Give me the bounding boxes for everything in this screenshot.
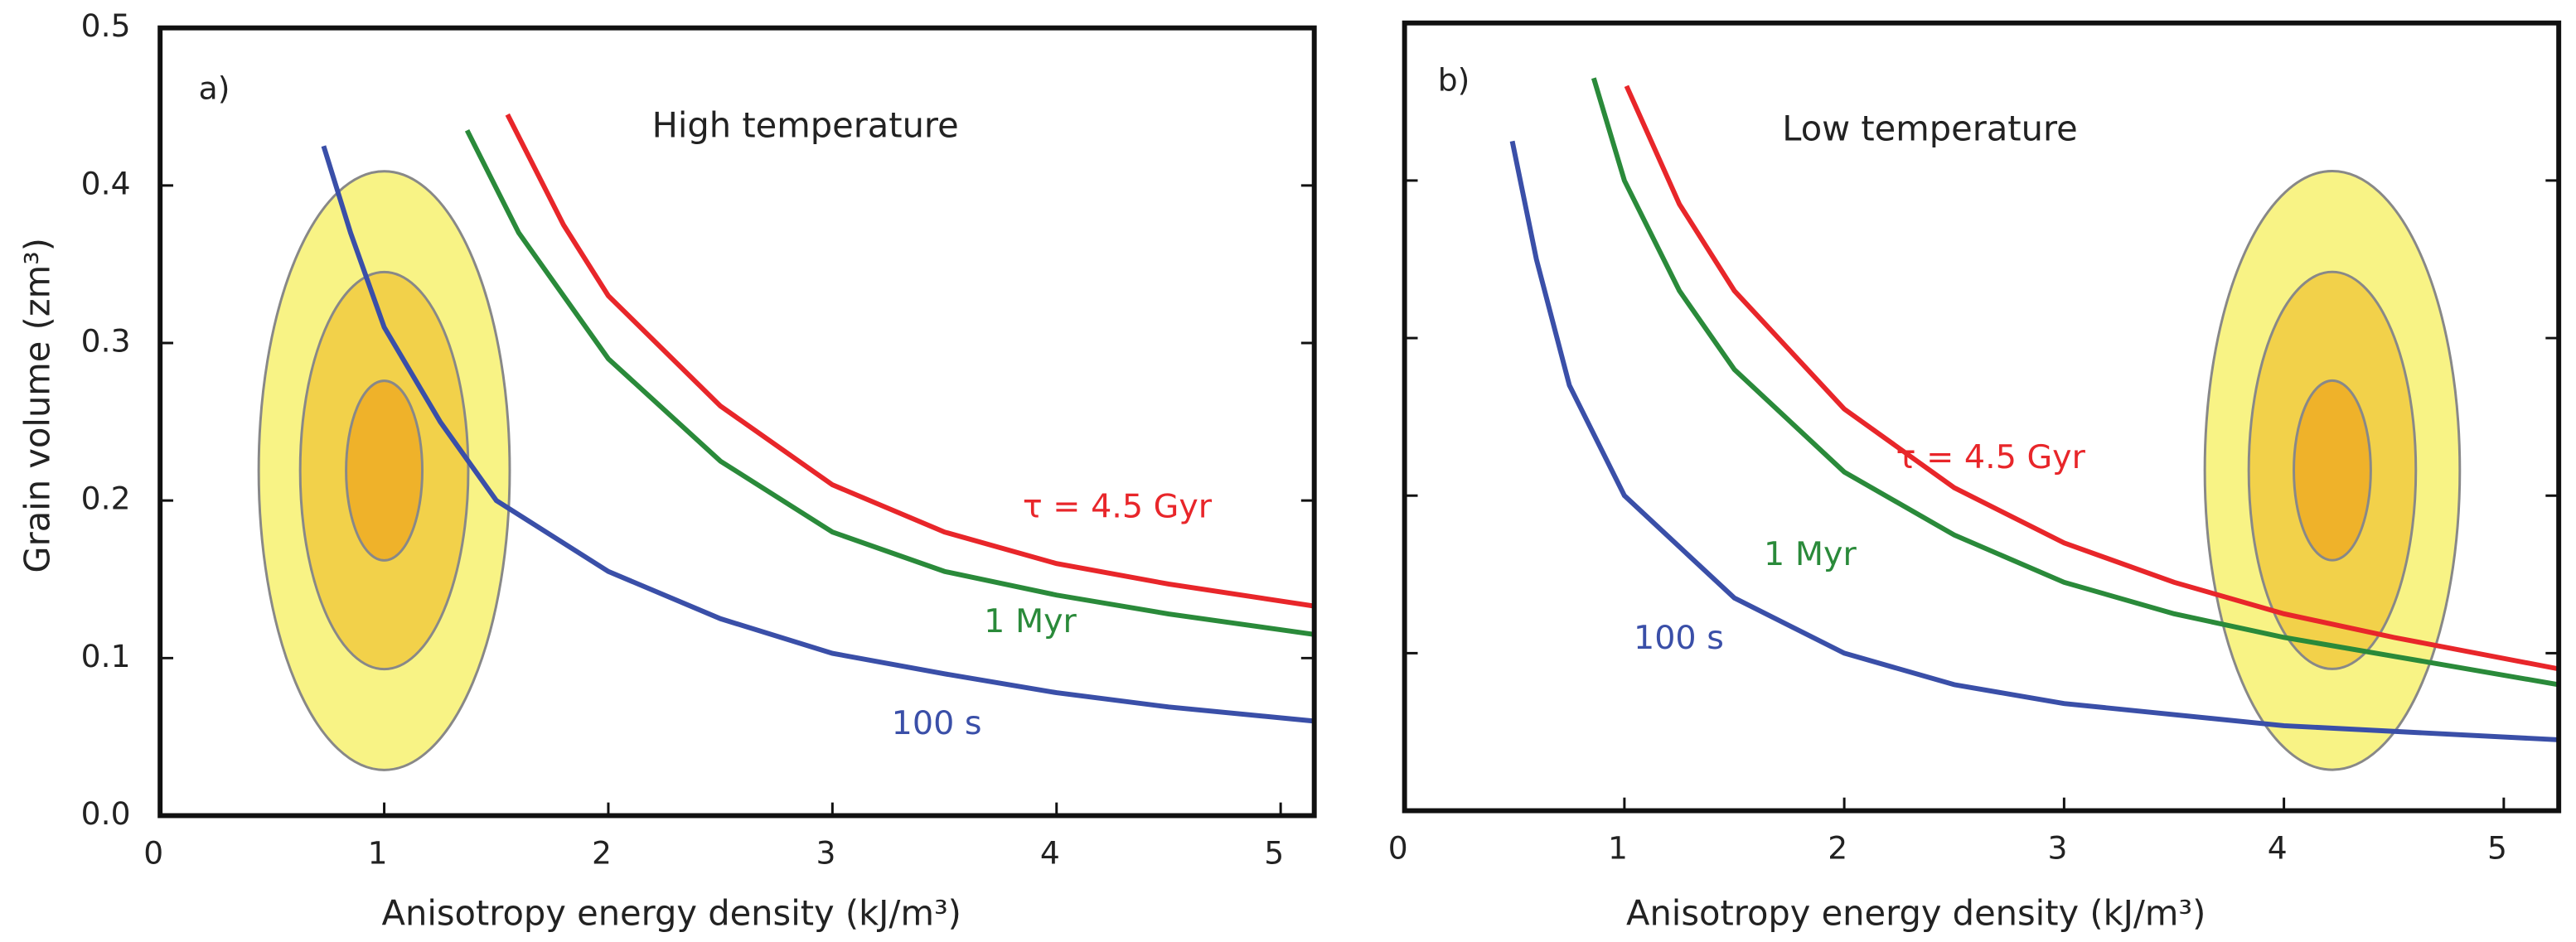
series-label: τ = 4.5 Gyr bbox=[1896, 438, 2086, 476]
x-tick-label: 3 bbox=[816, 835, 835, 872]
x-tick-label: 1 bbox=[1608, 830, 1628, 867]
y-tick-label: 0.5 bbox=[81, 7, 131, 44]
x-tick-label: 0 bbox=[143, 835, 163, 872]
confidence-region bbox=[345, 379, 424, 562]
x-tick-label: 5 bbox=[2487, 830, 2507, 867]
x-tick-label: 0 bbox=[1388, 830, 1408, 867]
x-tick-label: 4 bbox=[1040, 835, 1060, 872]
curve bbox=[1624, 85, 2559, 672]
series-label: 100 s bbox=[892, 704, 982, 742]
x-tick-label: 5 bbox=[1264, 835, 1284, 872]
y-axis-label: Grain volume (zm³) bbox=[17, 238, 58, 573]
x-tick-label: 2 bbox=[592, 835, 612, 872]
x-tick-label: 2 bbox=[1828, 830, 1847, 867]
y-tick-label: 0.2 bbox=[81, 481, 131, 517]
plot-frame bbox=[157, 25, 1317, 819]
x-tick-label: 4 bbox=[2268, 830, 2288, 867]
x-axis-label: Anisotropy energy density (kJ/m³) bbox=[382, 892, 961, 933]
chart-title: High temperature bbox=[652, 105, 959, 146]
plot-frame bbox=[1402, 20, 2562, 814]
x-tick-label: 3 bbox=[2047, 830, 2067, 867]
confidence-region bbox=[2293, 379, 2372, 562]
series-label: τ = 4.5 Gyr bbox=[1023, 488, 1213, 526]
chart-title: Low temperature bbox=[1782, 108, 2077, 148]
y-tick-label: 0.1 bbox=[81, 638, 131, 674]
panel-label: a) bbox=[199, 70, 230, 106]
curve bbox=[1591, 77, 2559, 688]
curve bbox=[1509, 140, 2559, 742]
curve bbox=[464, 128, 1315, 637]
x-axis-label: Anisotropy energy density (kJ/m³) bbox=[1626, 892, 2206, 933]
series-label: 1 Myr bbox=[984, 602, 1077, 640]
y-tick-label: 0.4 bbox=[81, 165, 131, 201]
panel-label: b) bbox=[1438, 62, 1470, 99]
x-tick-label: 1 bbox=[368, 835, 388, 872]
curve bbox=[505, 113, 1315, 609]
y-tick-label: 0.0 bbox=[81, 795, 131, 832]
series-label: 100 s bbox=[1634, 619, 1724, 657]
y-tick-label: 0.3 bbox=[81, 322, 131, 359]
series-label: 1 Myr bbox=[1764, 535, 1857, 573]
curve bbox=[321, 145, 1315, 724]
